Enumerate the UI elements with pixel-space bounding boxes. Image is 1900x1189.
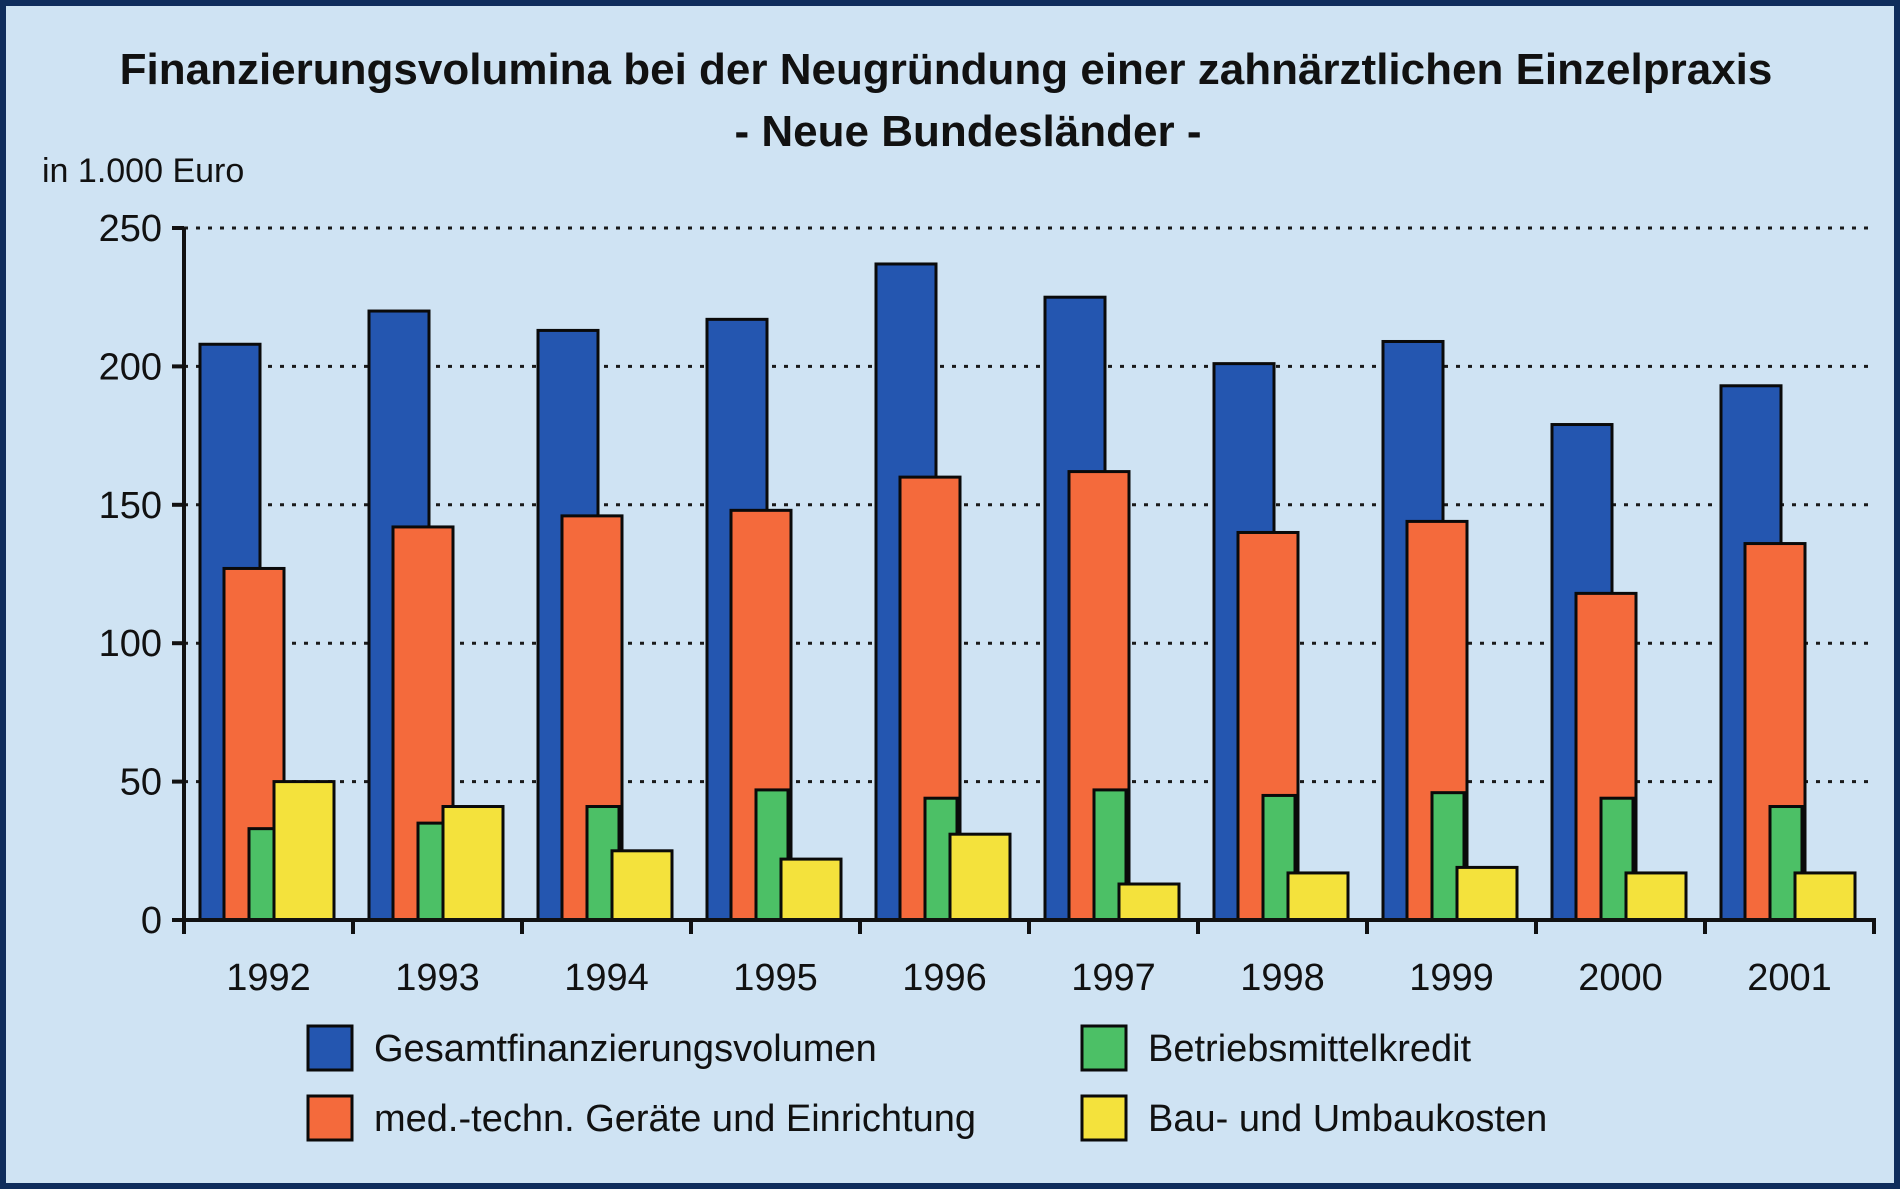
bars: [198, 262, 1857, 922]
x-tick-label-1999: 1999: [1409, 957, 1494, 999]
x-tick-label-1993: 1993: [395, 957, 480, 999]
y-tick-label: 250: [99, 208, 162, 250]
x-tick-label-1994: 1994: [564, 957, 649, 999]
chart-subtitle: - Neue Bundesländer -: [735, 107, 1202, 156]
y-tick-label: 200: [99, 346, 162, 388]
x-tick-label-1992: 1992: [226, 957, 311, 999]
bar-group-1995: [705, 317, 843, 922]
y-tick-label: 150: [99, 485, 162, 527]
bar-1997-series-3: [1117, 882, 1181, 922]
legend-item-1: med.-techn. Geräte und Einrichtung: [306, 1094, 976, 1142]
x-tick-label-1996: 1996: [902, 957, 987, 999]
axes: 0 50 100 150 200 250 1992 1993 1994 1995 1996 1997 1…: [99, 208, 1876, 999]
bar-1995-series-3: [779, 857, 843, 922]
y-tick-label: 0: [141, 900, 162, 942]
bar-1993-series-3: [441, 805, 505, 922]
bar-1998-series-3: [1286, 871, 1350, 922]
legend-item-0: Gesamtfinanzierungsvolumen: [306, 1024, 877, 1072]
bar-1996-series-3: [948, 832, 1012, 922]
y-tick-label: 100: [99, 623, 162, 665]
bar-group-2001: [1719, 384, 1857, 922]
bar-1992-series-3: [272, 780, 336, 922]
bar-group-1999: [1381, 339, 1519, 922]
chart-title: Finanzierungsvolumina bei der Neugründun…: [120, 45, 1773, 94]
bar-group-1996: [874, 262, 1012, 922]
bar-group-1997: [1043, 295, 1181, 922]
bar-group-1993: [367, 309, 505, 922]
legend-swatch: [306, 1024, 354, 1072]
bar-1994-series-3: [610, 849, 674, 922]
legend-item-3: Bau- und Umbaukosten: [1080, 1094, 1547, 1142]
bar-group-1998: [1212, 362, 1350, 922]
legend-label: Bau- und Umbaukosten: [1148, 1098, 1547, 1140]
legend: Gesamtfinanzierungsvolumen Betriebsmittel…: [306, 1024, 1547, 1142]
legend-item-2: Betriebsmittelkredit: [1080, 1024, 1472, 1072]
legend-swatch: [1080, 1094, 1128, 1142]
bar-1999-series-3: [1455, 865, 1519, 922]
chart: Finanzierungsvolumina bei der Neugründun…: [42, 45, 1876, 1142]
bar-2001-series-3: [1793, 871, 1857, 922]
legend-label: Gesamtfinanzierungsvolumen: [374, 1028, 877, 1070]
y-tick-label: 50: [120, 762, 162, 804]
x-tick-label-2001: 2001: [1747, 957, 1832, 999]
x-tick-label-1995: 1995: [733, 957, 818, 999]
x-tick-label-1997: 1997: [1071, 957, 1156, 999]
y-axis-unit-label: in 1.000 Euro: [42, 152, 244, 190]
x-tick-label-2000: 2000: [1578, 957, 1663, 999]
bar-group-1992: [198, 342, 336, 922]
x-tick-label-1998: 1998: [1240, 957, 1325, 999]
legend-label: med.-techn. Geräte und Einrichtung: [374, 1098, 976, 1140]
legend-swatch: [306, 1094, 354, 1142]
bar-2000-series-3: [1624, 871, 1688, 922]
legend-label: Betriebsmittelkredit: [1148, 1028, 1472, 1070]
bar-group-1994: [536, 328, 674, 922]
legend-swatch: [1080, 1024, 1128, 1072]
bar-group-2000: [1550, 423, 1688, 922]
